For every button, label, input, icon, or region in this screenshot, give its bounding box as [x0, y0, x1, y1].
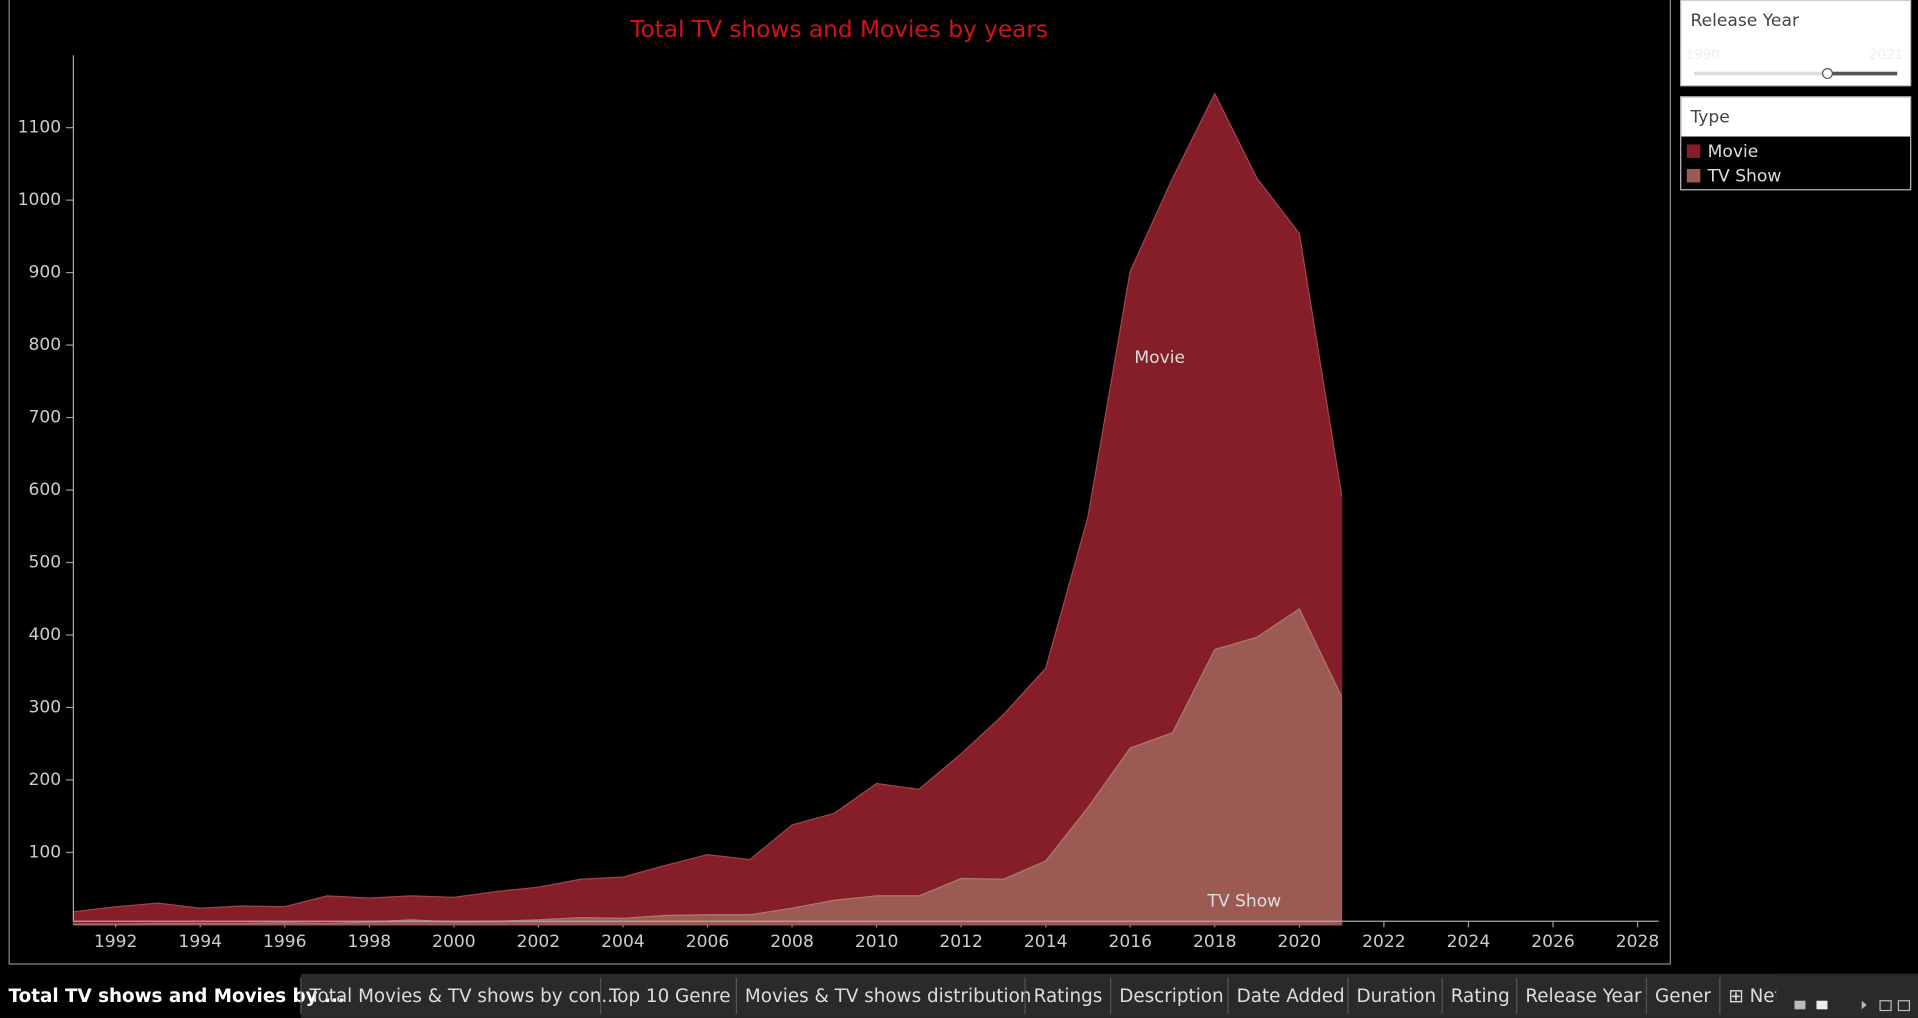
release-year-filter[interactable] — [1680, 0, 1912, 87]
legend-header — [1681, 97, 1911, 137]
y-tick-label: 1000 — [18, 190, 62, 210]
active-tab — [0, 973, 301, 1018]
tab[interactable]: Duration — [1357, 986, 1437, 1007]
tab[interactable]: Date Added — [1237, 986, 1345, 1007]
x-tick-label: 2020 — [1278, 932, 1322, 952]
tab[interactable]: Description — [1119, 986, 1223, 1007]
tab[interactable]: Gener — [1655, 986, 1711, 1007]
area-outline — [73, 608, 1343, 925]
x-tick-label: 1996 — [263, 932, 307, 952]
x-tick-label: 2028 — [1616, 932, 1660, 952]
icon[interactable] — [1816, 1000, 1828, 1010]
y-tick-label: 200 — [28, 770, 61, 790]
slider-min-label: 1990 — [1686, 48, 1720, 63]
y-tick-label: 1100 — [18, 118, 62, 138]
x-tick-label: 1992 — [94, 932, 138, 952]
y-tick-label: 600 — [28, 480, 61, 500]
tab[interactable]: Top 10 Genre — [608, 986, 730, 1007]
y-tick-label: 700 — [28, 408, 61, 428]
x-tick-label: 1998 — [348, 932, 392, 952]
tab-bar — [0, 973, 1918, 1018]
tab-overflow-mask — [1776, 973, 1918, 1018]
legend-swatch[interactable] — [1686, 144, 1701, 158]
y-tick-label: 900 — [28, 263, 61, 283]
tab[interactable]: Movies & TV shows distribution — [745, 986, 1032, 1007]
tab[interactable]: Ratings — [1034, 986, 1103, 1007]
icon[interactable] — [1794, 1000, 1806, 1010]
x-tick-label: 2002 — [517, 932, 561, 952]
legend-swatch[interactable] — [1686, 168, 1701, 183]
x-tick-label: 2000 — [432, 932, 476, 952]
y-tick-label: 100 — [28, 842, 61, 862]
tab[interactable]: Release Year — [1525, 986, 1642, 1007]
slider-handle[interactable] — [1821, 68, 1833, 80]
y-tick-label: 800 — [28, 335, 61, 355]
x-tick-label: 2024 — [1447, 932, 1491, 952]
x-tick-label: 2008 — [770, 932, 814, 952]
slider-max-label: 2021 — [1869, 48, 1903, 63]
x-tick-label: 2004 — [601, 932, 645, 952]
icon[interactable] — [1897, 1000, 1911, 1012]
plot: 100 200 300 400 500 600 700 800 900 1000 1100 1992 1… — [18, 55, 1660, 952]
tabs: Total TV shows and Movies by ...Total Mo… — [0, 973, 1918, 1018]
legend-title: Type — [1689, 108, 1729, 128]
x-tick-label: 1994 — [178, 932, 222, 952]
area-label: Movie — [1134, 348, 1185, 368]
icon[interactable] — [1879, 1000, 1892, 1012]
filter-title: Release Year — [1690, 11, 1799, 31]
y-tick-label: 400 — [28, 625, 61, 645]
tab[interactable]: Total TV shows and Movies by ... — [9, 986, 345, 1007]
x-tick-label: 2010 — [855, 932, 899, 952]
tab[interactable]: Total Movies & TV shows by con... — [308, 986, 618, 1007]
x-tick-label: 2012 — [939, 932, 983, 952]
legend-label[interactable]: Movie — [1708, 142, 1759, 162]
chart-pane — [8, 0, 1671, 965]
x-tick-label: 2014 — [1024, 932, 1068, 952]
x-tick-label: 2006 — [686, 932, 730, 952]
legend-items: Movie TV Show — [1686, 142, 1782, 186]
x-tick-label: 2016 — [1108, 932, 1152, 952]
y-tick-label: 500 — [28, 553, 61, 573]
area-label: TV Show — [1206, 891, 1281, 911]
tab[interactable]: Rating — [1451, 986, 1510, 1007]
x-tick-label: 2022 — [1362, 932, 1406, 952]
icon[interactable] — [1861, 1000, 1867, 1010]
tab[interactable]: ⊞ Net — [1728, 986, 1781, 1007]
area-outline — [73, 92, 1343, 913]
legend-label[interactable]: TV Show — [1707, 166, 1782, 186]
tab-controls — [1794, 1000, 1911, 1012]
chart-title: Total TV shows and Movies by years — [629, 16, 1048, 43]
x-tick-label: 2026 — [1531, 932, 1575, 952]
x-tick-label: 2018 — [1193, 932, 1237, 952]
y-tick-label: 300 — [28, 697, 61, 717]
